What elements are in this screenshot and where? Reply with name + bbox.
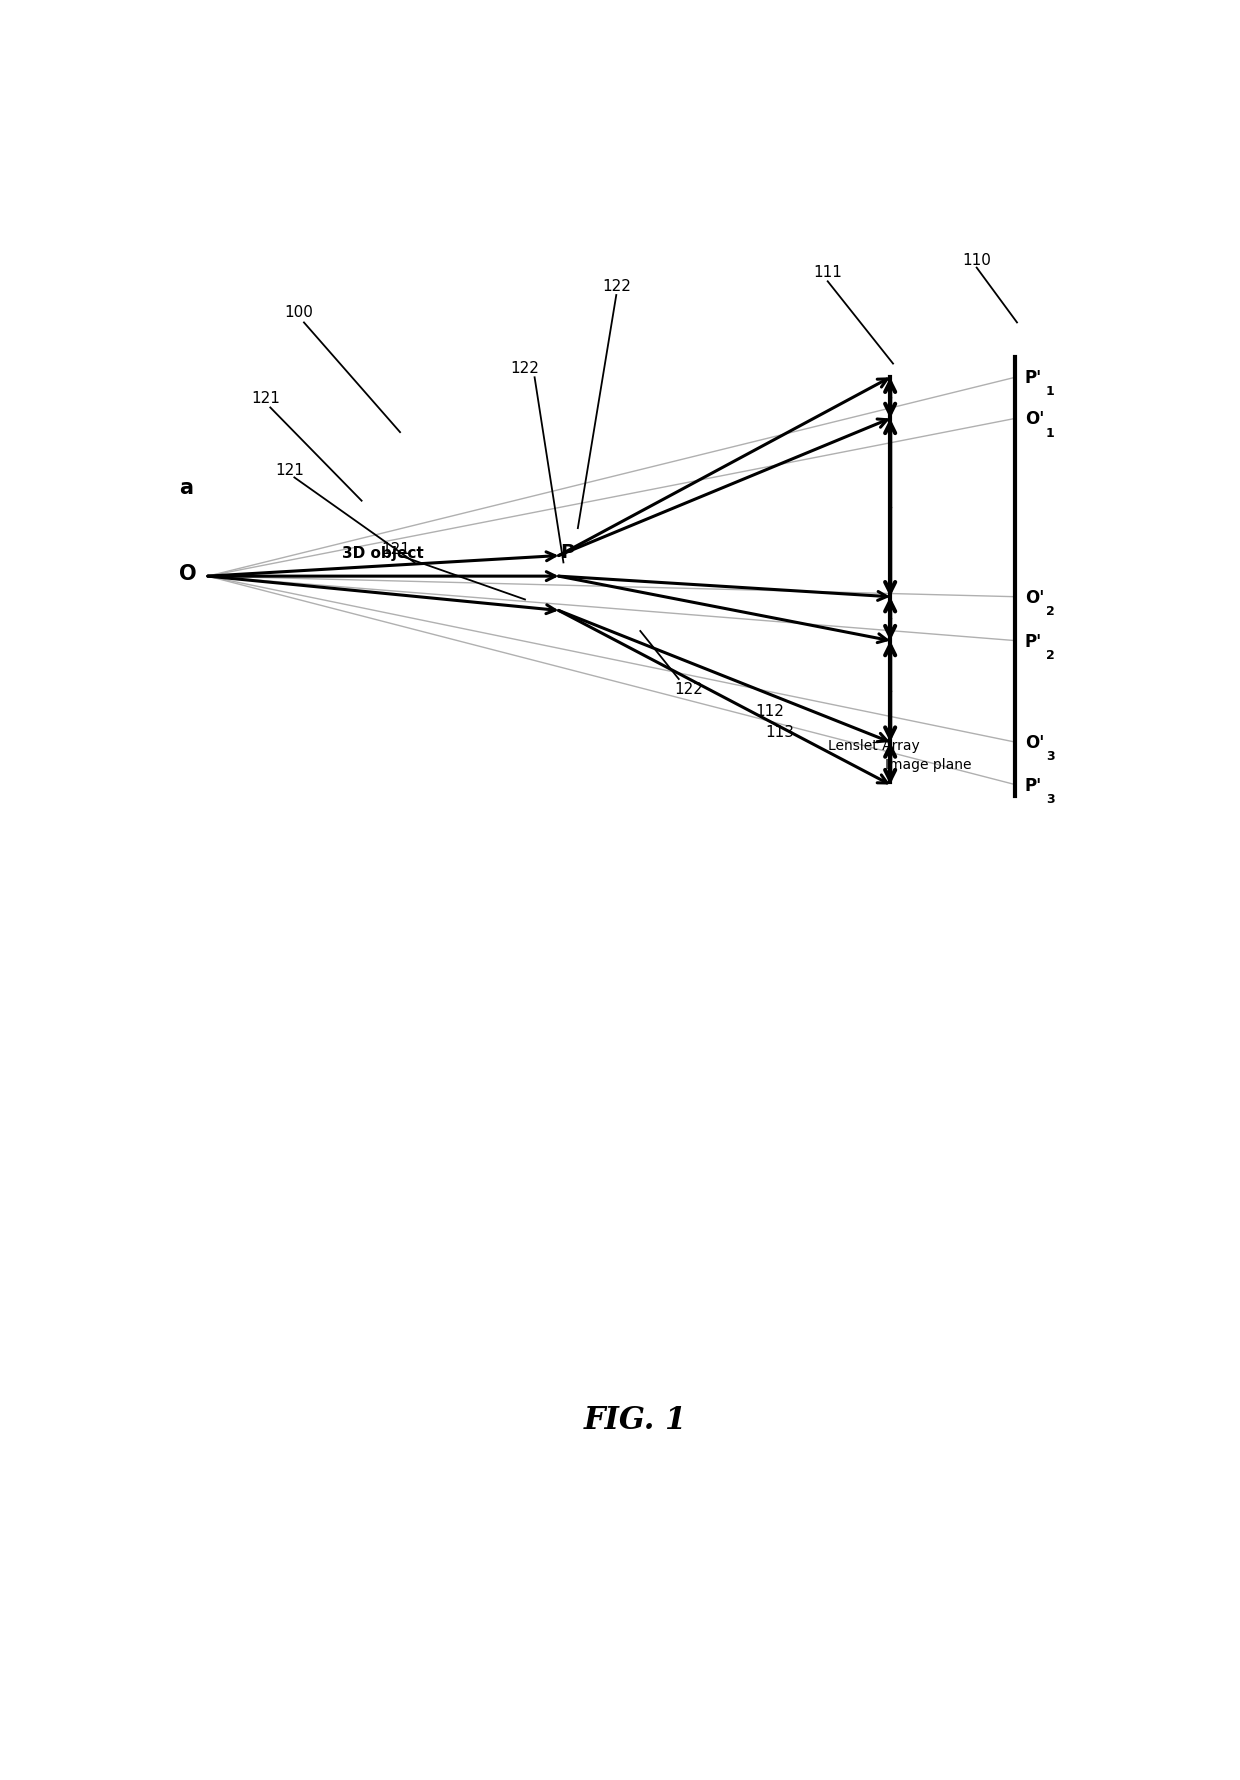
Text: 122: 122 [511, 361, 539, 376]
Text: 100: 100 [285, 304, 314, 320]
Text: 3: 3 [1045, 749, 1054, 764]
Text: 121: 121 [381, 541, 409, 557]
Text: FIG. 1: FIG. 1 [584, 1404, 687, 1435]
Text: P': P' [1024, 776, 1042, 794]
Text: a: a [179, 477, 193, 498]
Text: 121: 121 [250, 392, 280, 406]
Text: P': P' [1024, 368, 1042, 386]
Text: 111: 111 [813, 265, 842, 279]
Text: Image plane: Image plane [885, 758, 972, 771]
Text: 1: 1 [1045, 427, 1054, 440]
Text: 113: 113 [765, 724, 795, 739]
Text: 3: 3 [1045, 792, 1054, 805]
Text: 1: 1 [1045, 384, 1054, 399]
Text: O': O' [1024, 733, 1044, 751]
Text: 2: 2 [1045, 648, 1054, 662]
Text: 3D object: 3D object [342, 546, 424, 561]
Text: Lenslet Array: Lenslet Array [828, 739, 919, 753]
Text: 122: 122 [601, 279, 631, 294]
Text: P: P [560, 543, 574, 562]
Text: O': O' [1024, 589, 1044, 607]
Text: 2: 2 [1045, 605, 1054, 618]
Text: 110: 110 [962, 253, 991, 267]
Text: 112: 112 [755, 703, 785, 719]
Text: O': O' [1024, 409, 1044, 429]
Text: 122: 122 [675, 682, 703, 696]
Text: O: O [179, 564, 197, 584]
Text: P': P' [1024, 632, 1042, 650]
Text: 121: 121 [275, 463, 304, 477]
